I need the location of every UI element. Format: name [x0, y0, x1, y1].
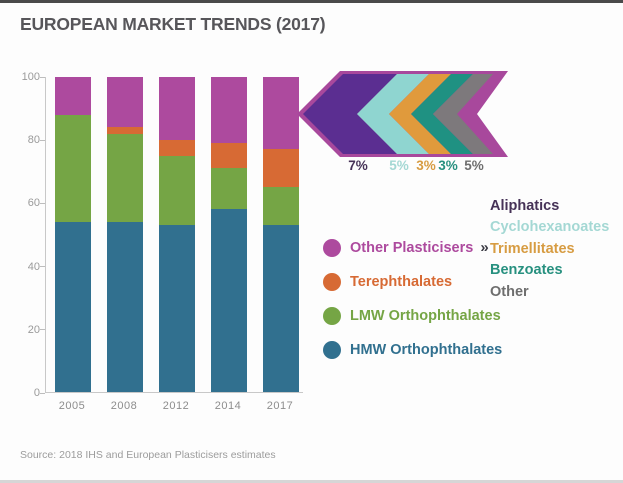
- legend-swatch-other-plasticisers: [323, 238, 341, 257]
- legend-item-hmw-orthophthalates: HMW Orthophthalates: [323, 340, 502, 359]
- segment-lmw-orthophthalates-2017: [263, 187, 299, 226]
- x-axis-label-2005: 2005: [58, 400, 86, 412]
- y-axis-tick-100: [40, 76, 45, 78]
- arrow-band-trimellitates: [389, 74, 451, 154]
- legend-label-hmw-orthophthalates: HMW Orthophthalates: [350, 341, 503, 358]
- legend-item-lmw-orthophthalates: LMW Orthophthalates: [323, 306, 501, 325]
- arrow-band-benzoates: [411, 74, 473, 154]
- segment-other-plasticisers-2014: [211, 77, 247, 144]
- y-axis-label-100: 100: [21, 71, 40, 83]
- breakdown-item-cyclohexanoates: Cyclohexanoates: [490, 219, 610, 236]
- y-axis-tick-60: [40, 202, 45, 204]
- legend-item-other-plasticisers: Other Plasticisers »: [323, 238, 489, 257]
- bar-2014: [211, 77, 247, 392]
- segment-hmw-orthophthalates-2005: [55, 221, 91, 392]
- segment-lmw-orthophthalates-2012: [159, 155, 195, 226]
- segment-hmw-orthophthalates-2012: [159, 225, 195, 392]
- source-note: Source: 2018 IHS and European Plasticise…: [20, 449, 276, 461]
- legend-label-lmw-orthophthalates: LMW Orthophthalates: [350, 307, 501, 324]
- pct-label-trimellitates: 3%: [416, 158, 436, 173]
- segment-hmw-orthophthalates-2017: [263, 225, 299, 392]
- bar-2005: [55, 77, 91, 392]
- legend-swatch-hmw-orthophthalates: [323, 340, 341, 359]
- x-axis-label-2017: 2017: [266, 400, 294, 412]
- breakdown-item-other: Other: [490, 283, 529, 300]
- x-axis-label-2014: 2014: [214, 400, 242, 412]
- breakdown-list: Aliphatics Cyclohexanoates Trimellitates…: [490, 196, 609, 303]
- segment-terephthalates-2017: [263, 149, 299, 188]
- breakdown-item-trimellitates: Trimellitates: [490, 240, 575, 257]
- arrow-band-cyclohexanoates: [357, 74, 429, 154]
- segment-lmw-orthophthalates-2005: [55, 114, 91, 222]
- segment-terephthalates-2012: [159, 140, 195, 156]
- y-axis-label-0: 0: [33, 387, 40, 399]
- pct-label-cyclohexanoates: 5%: [389, 158, 409, 173]
- segment-lmw-orthophthalates-2008: [107, 133, 143, 222]
- breakdown-arrow-graphic: [297, 71, 508, 157]
- y-axis-tick-20: [40, 329, 45, 331]
- pct-label-benzoates: 3%: [438, 158, 458, 173]
- double-chevron-icon: »: [480, 239, 488, 256]
- legend-label-other-plasticisers: Other Plasticisers: [350, 239, 474, 256]
- y-axis-tick-80: [40, 139, 45, 141]
- segment-terephthalates-2014: [211, 143, 247, 169]
- bar-2012: [159, 77, 195, 392]
- segment-hmw-orthophthalates-2014: [211, 209, 247, 392]
- y-axis-tick-0: [40, 392, 45, 394]
- y-axis-label-80: 80: [27, 134, 40, 147]
- legend-swatch-lmw-orthophthalates: [323, 306, 341, 325]
- top-window-edge: [0, 0, 623, 3]
- page-title: EUROPEAN MARKET TRENDS (2017): [20, 14, 326, 34]
- bar-2008: [107, 77, 143, 392]
- arrow-band-other: [433, 74, 493, 154]
- legend-item-terephthalates: Terephthalates: [323, 272, 452, 291]
- segment-other-plasticisers-2008: [107, 77, 143, 128]
- segment-terephthalates-2008: [107, 127, 143, 134]
- y-axis-label-20: 20: [27, 323, 40, 336]
- breakdown-item-aliphatics: Aliphatics: [490, 198, 560, 214]
- legend-label-terephthalates: Terephthalates: [350, 273, 453, 290]
- segment-other-plasticisers-2017: [263, 77, 299, 150]
- y-axis-tick-40: [40, 266, 45, 268]
- segment-lmw-orthophthalates-2014: [211, 168, 247, 210]
- bar-2017: [263, 77, 299, 392]
- bottom-window-edge: [0, 480, 623, 483]
- bar-chart-plot-area: [45, 77, 303, 393]
- pct-label-aliphatics: 7%: [348, 158, 368, 173]
- y-axis-label-60: 60: [27, 197, 40, 210]
- pct-label-other: 5%: [464, 158, 484, 173]
- segment-other-plasticisers-2005: [55, 77, 91, 115]
- legend-swatch-terephthalates: [323, 272, 341, 291]
- breakdown-item-benzoates: Benzoates: [490, 262, 563, 279]
- segment-other-plasticisers-2012: [159, 77, 195, 141]
- segment-hmw-orthophthalates-2008: [107, 221, 143, 392]
- x-axis-label-2012: 2012: [162, 400, 190, 412]
- arrow-band-aliphatics: [303, 74, 397, 154]
- x-axis-label-2008: 2008: [110, 400, 138, 412]
- y-axis-label-40: 40: [27, 260, 40, 273]
